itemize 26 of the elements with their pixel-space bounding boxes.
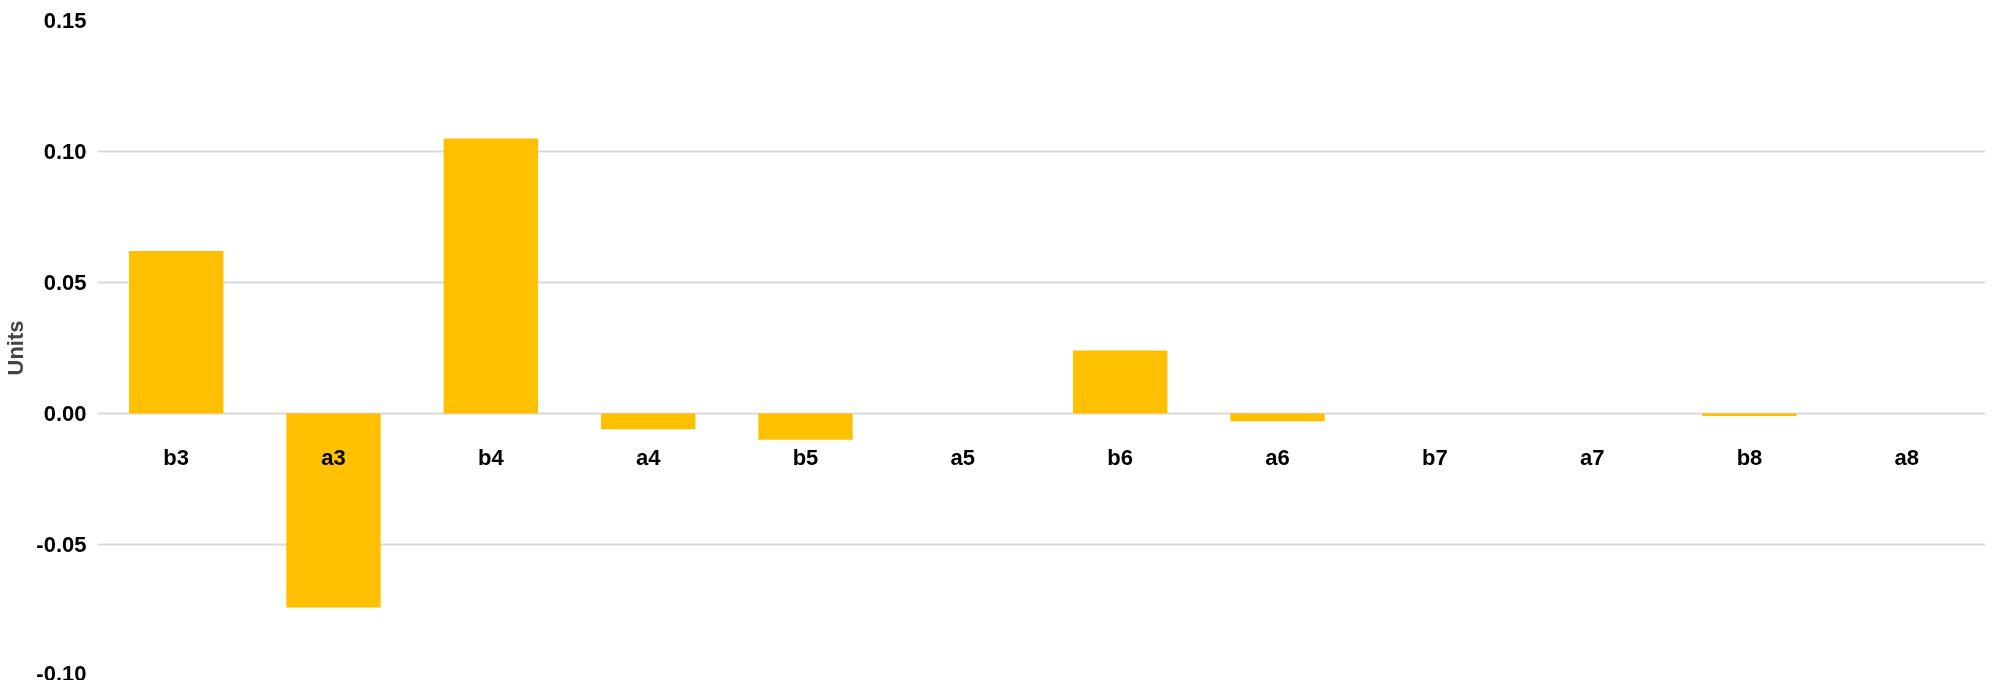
bar xyxy=(1230,413,1325,422)
x-tick-label: b3 xyxy=(163,444,190,470)
y-axis-title: Units xyxy=(3,320,29,376)
bar xyxy=(286,413,381,608)
x-tick-label: b8 xyxy=(1736,444,1763,470)
y-tick-label: -0.05 xyxy=(36,532,87,557)
bar xyxy=(128,251,224,414)
x-tick-label: b5 xyxy=(792,444,819,470)
bar xyxy=(758,413,853,440)
y-tick-label: 0.10 xyxy=(43,139,87,164)
x-tick-label: a3 xyxy=(321,444,346,470)
bar xyxy=(1072,350,1168,414)
x-tick-label: a8 xyxy=(1894,444,1920,470)
y-tick-label: -0.10 xyxy=(36,660,87,686)
x-tick-label: a7 xyxy=(1579,444,1605,470)
bar xyxy=(600,413,696,430)
bar xyxy=(443,138,539,414)
x-tick-label: b6 xyxy=(1107,444,1134,470)
x-tick-label: a4 xyxy=(635,444,662,470)
y-tick-label: 0.00 xyxy=(43,401,87,426)
y-tick-label: 0.05 xyxy=(43,270,87,295)
x-tick-label: b4 xyxy=(478,444,505,470)
y-tick-label: 0.15 xyxy=(43,8,87,33)
x-tick-label: b7 xyxy=(1422,444,1448,470)
x-tick-label: a5 xyxy=(950,444,976,470)
x-tick-label: a6 xyxy=(1265,444,1290,470)
